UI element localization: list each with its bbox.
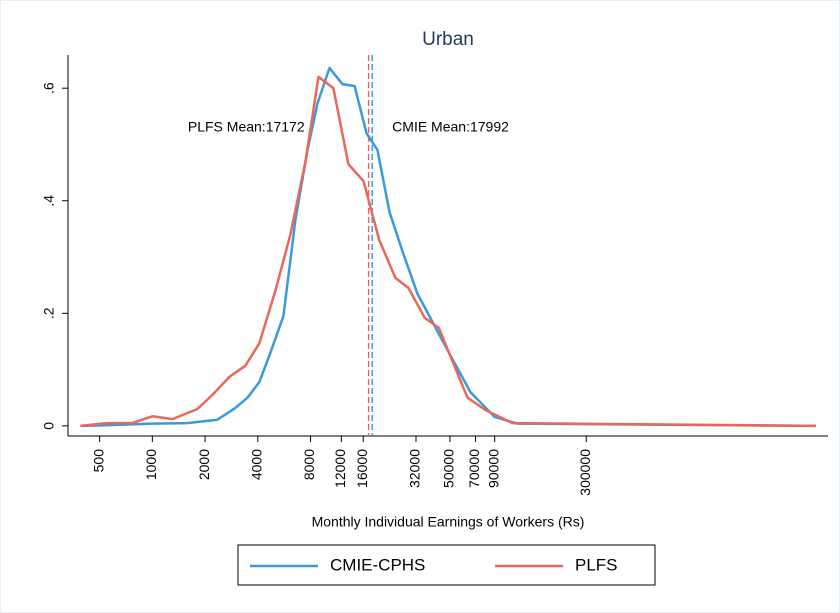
legend-label: PLFS (575, 555, 618, 574)
chart-title: Urban (422, 29, 474, 50)
mean-annotation: PLFS Mean:17172 (188, 118, 305, 134)
x-tick-label: 70000 (466, 449, 482, 488)
x-tick-label: 300000 (577, 449, 593, 496)
mean-annotation: CMIE Mean:17992 (392, 118, 509, 134)
series-line (80, 75, 817, 428)
x-axis-label: Monthly Individual Earnings of Workers (… (312, 514, 585, 530)
x-tick-label: 2000 (196, 449, 212, 480)
y-tick-label: .6 (41, 82, 57, 94)
y-tick-label: 0 (41, 422, 57, 430)
series-line (80, 66, 817, 428)
x-tick-label: 500 (90, 449, 106, 473)
x-tick-label: 1000 (143, 449, 159, 480)
x-tick-label: 4000 (249, 449, 265, 480)
x-tick-label: 8000 (301, 449, 317, 480)
y-tick-label: .4 (41, 195, 57, 207)
x-tick-label: 12000 (332, 449, 348, 488)
x-tick-label: 90000 (485, 449, 501, 488)
y-tick-label: .2 (41, 307, 57, 319)
x-tick-label: 32000 (407, 449, 423, 488)
x-tick-label: 50000 (441, 449, 457, 488)
x-tick-label: 16000 (354, 449, 370, 488)
legend-label: CMIE-CPHS (330, 555, 425, 574)
